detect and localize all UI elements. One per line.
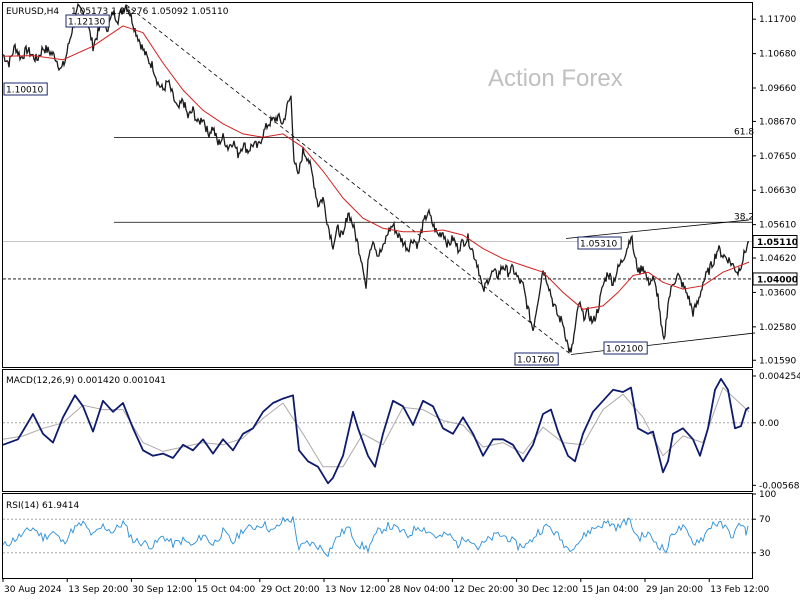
trendline xyxy=(565,219,750,239)
macd-tick-label: -0.005683 xyxy=(759,481,800,491)
macd-line xyxy=(2,377,750,485)
price-tick-label: 1.10680 xyxy=(759,50,796,60)
price-axis-marker-label: 1.04000 xyxy=(757,275,798,285)
price-annotation-label: 1.05310 xyxy=(580,240,617,250)
price-tick-label: 1.01590 xyxy=(759,356,796,366)
price-annotation-box xyxy=(65,14,110,28)
macd-tick-label: 0.004254 xyxy=(759,372,800,382)
rsi-tick-label: 70 xyxy=(759,515,771,525)
price-axis-marker xyxy=(752,272,798,286)
price-tick-label: 1.08670 xyxy=(759,117,796,127)
rsi-tick-label: 30 xyxy=(759,549,771,559)
time-tick-label: 13 Nov 12:00 xyxy=(325,585,386,595)
rsi-line xyxy=(2,516,749,558)
macd-panel-frame xyxy=(2,369,753,492)
macd-signal-line xyxy=(2,387,750,468)
price-tick-label: 1.06630 xyxy=(759,186,796,196)
price-panel-frame xyxy=(2,2,753,368)
price-tick-label: 1.03600 xyxy=(759,288,796,298)
watermark: Action Forex xyxy=(488,65,623,92)
time-tick-label: 30 Sep 12:00 xyxy=(132,585,192,595)
price-series xyxy=(2,2,749,353)
time-tick-label: 13 Sep 20:00 xyxy=(68,585,128,595)
rsi-panel-frame xyxy=(2,493,753,579)
price-tick-label: 1.09660 xyxy=(759,84,796,94)
price-tick-label: 1.05610 xyxy=(759,221,796,231)
time-tick-label: 15 Jan 04:00 xyxy=(582,585,639,595)
time-tick-label: 29 Oct 20:00 xyxy=(261,585,320,595)
time-tick-label: 29 Jan 20:00 xyxy=(646,585,703,595)
price-annotation-box xyxy=(3,82,48,96)
price-annotation-box xyxy=(603,341,648,355)
rsi-tick-label: 100 xyxy=(759,490,776,500)
price-annotation-label: 1.12130 xyxy=(68,18,105,28)
rsi-title: RSI(14) 61.9414 xyxy=(6,501,79,511)
price-annotation-box xyxy=(577,236,622,250)
time-tick-label: 12 Dec 20:00 xyxy=(453,585,514,595)
price-annotation-label: 1.01760 xyxy=(517,356,554,366)
price-axis-marker xyxy=(752,235,798,249)
trendline xyxy=(570,332,756,355)
price-annotation-label: 1.02100 xyxy=(606,345,643,355)
rsi-panel: 100 70 30 xyxy=(2,490,776,559)
price-tick-label: 1.04620 xyxy=(759,254,796,264)
time-tick-label: 13 Feb 12:00 xyxy=(710,585,769,595)
macd-panel: 0.004254 0.00 -0.005683 xyxy=(2,372,800,491)
time-tick-label: 30 Aug 2024 xyxy=(4,585,62,595)
time-tick-label: 28 Nov 04:00 xyxy=(389,585,450,595)
time-tick-label: 30 Dec 12:00 xyxy=(518,585,579,595)
fib-level-label: 61.8 xyxy=(734,128,754,138)
price-tick-label: 1.02580 xyxy=(759,323,796,333)
macd-title: MACD(12,26,9) 0.001420 0.001041 xyxy=(6,376,166,386)
chart-title: EURUSD,H4 xyxy=(6,7,59,17)
price-tick-label: 1.07650 xyxy=(759,152,796,162)
trendline xyxy=(125,4,572,355)
time-axis: 30 Aug 2024 13 Sep 20:00 30 Sep 12:00 15 Oc… xyxy=(2,578,770,595)
price-annotation-label: 1.10010 xyxy=(6,86,43,96)
price-axis-marker-label: 1.05110 xyxy=(757,238,798,248)
price-panel: 1.11700 1.10680 1.09660 1.08670 1.07650 1.066… xyxy=(2,2,798,366)
macd-tick-label: 0.00 xyxy=(759,419,779,429)
fib-level-label: 38.2 xyxy=(734,212,754,222)
ohlc-header: 1.05173 1.05276 1.05092 1.05110 xyxy=(71,7,229,17)
price-annotation-box xyxy=(514,352,559,366)
price-tick-label: 1.11700 xyxy=(759,15,796,25)
moving-average-line xyxy=(2,25,750,310)
time-tick-label: 15 Oct 04:00 xyxy=(197,585,256,595)
